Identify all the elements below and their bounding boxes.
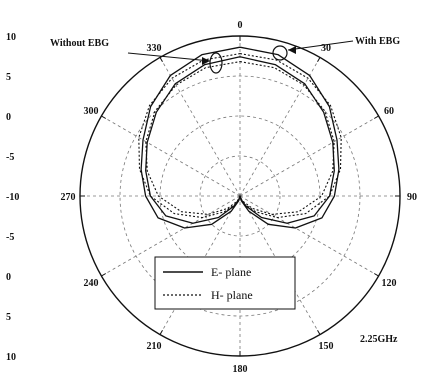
annotation-without-ebg-marker	[209, 52, 223, 74]
radial-tick-label: 0	[6, 272, 11, 283]
grid-spoke	[101, 115, 241, 197]
annotation-without-ebg: Without EBG	[50, 38, 223, 74]
angle-tick-mark	[101, 115, 107, 119]
angle-tick-mark	[159, 329, 163, 335]
radial-tick-label: 10	[6, 352, 16, 363]
angle-tick-label: 330	[147, 43, 162, 54]
angle-tick-label: 300	[84, 106, 99, 117]
angle-tick-label: 180	[233, 364, 248, 375]
angle-tick-mark	[159, 57, 163, 63]
polar-grid	[79, 35, 401, 357]
series-group	[138, 46, 342, 229]
angle-tick-label: 90	[407, 192, 417, 203]
grid-ring	[199, 155, 281, 237]
angle-tick-mark	[317, 329, 321, 335]
grid-spoke	[159, 57, 241, 197]
radial-tick-label: 10	[6, 32, 16, 43]
angle-tick-label: 0	[238, 20, 243, 31]
radial-tick-label: 5	[6, 312, 11, 323]
angle-tick-mark	[373, 115, 379, 119]
legend: E- plane H- plane	[154, 256, 296, 310]
radial-tick-label: -5	[6, 152, 14, 163]
angle-tick-label: 30	[321, 43, 331, 54]
annotation-with-ebg: With EBG	[272, 36, 400, 61]
tick-labels: 0 30 60 90 120 150 180 210 240 270 300 330 10 5 0 -5 -10…	[6, 20, 417, 375]
annotation-without-ebg-label: Without EBG	[50, 38, 109, 49]
legend-label-e-plane: E- plane	[211, 265, 251, 279]
radial-tick-label: 5	[6, 72, 11, 83]
angle-tick-mark	[373, 273, 379, 277]
radial-tick-label: -5	[6, 232, 14, 243]
series-line-h-plane-without-ebg	[145, 61, 335, 215]
angle-tick-label: 120	[382, 278, 397, 289]
angle-tick-mark	[317, 57, 321, 63]
angle-tick-label: 240	[84, 278, 99, 289]
annotation-with-ebg-label: With EBG	[355, 36, 400, 47]
angle-tick-label: 60	[384, 106, 394, 117]
grid-spoke	[239, 57, 321, 197]
frequency-label: 2.25GHz	[360, 334, 398, 345]
radial-tick-label: -10	[6, 192, 19, 203]
angle-tick-label: 210	[147, 341, 162, 352]
annotation-with-ebg-marker	[272, 45, 288, 61]
angle-tick-label: 150	[319, 341, 334, 352]
legend-label-h-plane: H- plane	[211, 288, 253, 302]
angle-tick-mark	[101, 273, 107, 277]
radial-tick-label: 0	[6, 112, 11, 123]
grid-spoke	[101, 195, 241, 277]
grid-spoke	[239, 195, 379, 277]
grid-spoke	[239, 115, 379, 197]
angle-tick-label: 270	[61, 192, 76, 203]
